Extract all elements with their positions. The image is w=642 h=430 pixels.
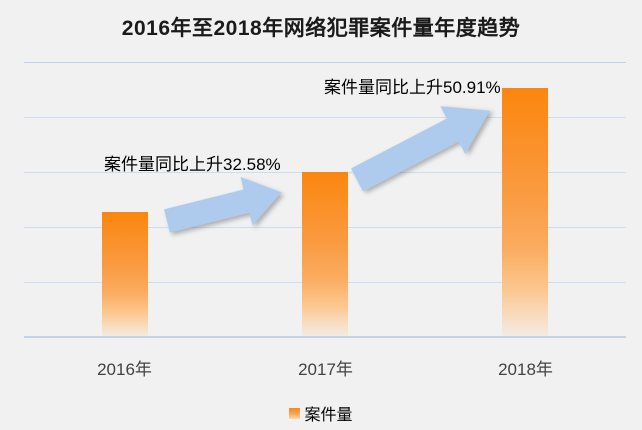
bar-2016 bbox=[102, 212, 148, 336]
x-axis-label-2016: 2016年 bbox=[97, 360, 152, 379]
bar-2017 bbox=[302, 172, 348, 336]
growth-arrow-2016-2017 bbox=[164, 176, 282, 233]
annotation-2017-growth: 案件量同比上升32.58% bbox=[104, 155, 281, 174]
growth-arrow-2017-2018 bbox=[350, 106, 491, 192]
gridline bbox=[24, 62, 626, 63]
x-axis-label-2018: 2018年 bbox=[498, 360, 553, 379]
x-axis-baseline bbox=[24, 336, 626, 338]
chart-title: 2016年至2018年网络犯罪案件量年度趋势 bbox=[121, 17, 521, 40]
x-axis-label-2017: 2017年 bbox=[298, 360, 353, 379]
gridline bbox=[24, 117, 626, 118]
legend-color-swatch bbox=[289, 407, 301, 419]
annotation-2018-growth: 案件量同比上升50.91% bbox=[324, 78, 501, 97]
legend: 案件量 bbox=[0, 401, 642, 425]
legend-series-label: 案件量 bbox=[304, 407, 353, 424]
bar-2018 bbox=[502, 88, 548, 336]
